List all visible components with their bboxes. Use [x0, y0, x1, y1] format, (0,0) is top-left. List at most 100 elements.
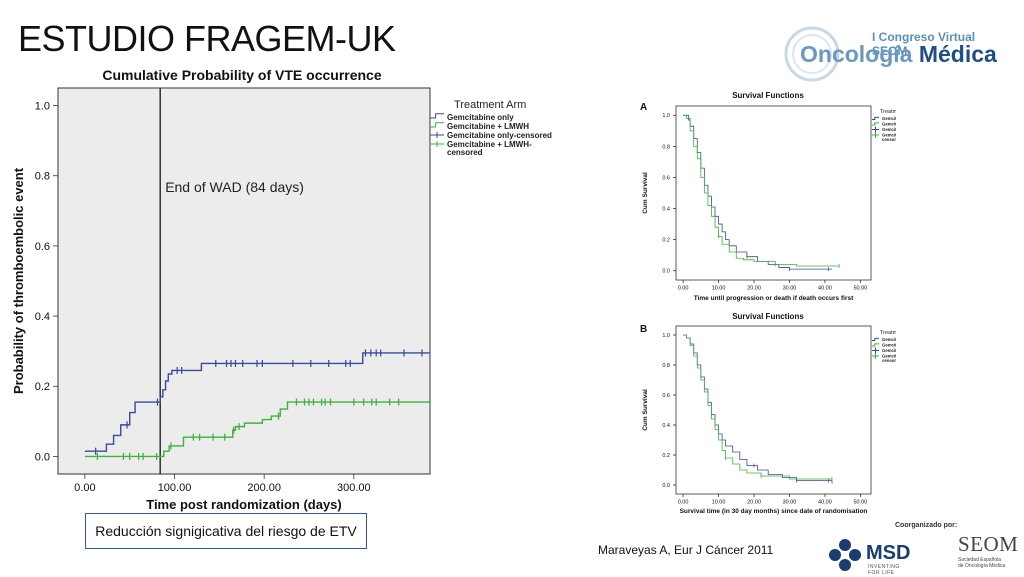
legend-title: Treatment Arm	[880, 330, 896, 336]
x-tick-label: 200.00	[247, 482, 281, 494]
legend-label-cont: censored	[882, 137, 896, 142]
legend-label: Gemcitabine only-censored	[882, 348, 896, 353]
legend-entry: Gemcitabine + LMWH-censored	[872, 132, 896, 142]
plot-area	[57, 87, 431, 475]
x-axis-label: Time post randomization (days)	[146, 497, 342, 512]
legend-label: Gemcitabine + LMWH-	[447, 140, 532, 149]
congress-logo: I Congreso Virtual SEOM Oncología Médica	[782, 24, 1012, 84]
legend-label: Gemcitabine only	[882, 337, 896, 342]
x-axis-label: Time until progression or death if death…	[694, 295, 854, 302]
y-axis-label: Probability of thromboembolic event	[11, 167, 26, 394]
y-axis-label: Cum Survival	[642, 389, 649, 431]
x-tick-label: 50.00	[853, 500, 867, 506]
legend-swatch	[872, 337, 879, 341]
legend-label: Gemcitabine only	[882, 116, 896, 121]
msd-mark-icon	[829, 539, 861, 571]
legend-swatch	[872, 343, 879, 347]
x-tick-label: 30.00	[783, 286, 797, 292]
seom-logo: SEOM Sociedad Española de Oncología Médi…	[958, 532, 1020, 569]
onco-letter: O	[800, 41, 818, 67]
msd-logo: MSD INVENTING FOR LIFE	[828, 538, 910, 577]
oncologia-medica-wordmark: Oncología Médica	[800, 41, 997, 68]
legend-entry: Gemcitabine only	[872, 116, 896, 121]
legend-label: Gemcitabine + LMWH	[447, 122, 529, 131]
legend-entry: Gemcitabine only-censored	[872, 347, 896, 354]
series-line-gem-lmwh	[84, 401, 430, 458]
legend-label: Gemcitabine + LMWH	[882, 122, 896, 127]
x-axis-label: Survival time (in 30 day months) since d…	[680, 508, 868, 515]
y-tick-label: 1.0	[662, 113, 670, 119]
y-tick-label: 0.8	[662, 363, 670, 369]
y-axis-label: Cum Survival	[642, 172, 649, 214]
y-tick-label: 1.0	[662, 333, 670, 339]
x-tick-label: 100.00	[158, 482, 192, 494]
y-tick-label: 1.0	[35, 100, 50, 112]
legend-entry: Gemcitabine + LMWH	[430, 122, 529, 131]
survival-chart-a: Survival Functions A 0.0 0.2 0.4 0.6 0.8 1.0 0.0…	[640, 91, 896, 302]
wad-annotation: End of WAD (84 days)	[165, 179, 304, 195]
coorganized-label: Coorganizado por:	[895, 522, 958, 529]
legend-entry: Gemcitabine + LMWH	[872, 343, 896, 348]
survival-chart-b: Survival Functions B 0.0 0.2 0.4 0.6 0.8 1.0 0.0…	[640, 312, 896, 515]
legend-title: Treatment Arm	[880, 109, 896, 115]
onco-prefix: ncología	[817, 41, 913, 67]
legend-label: Gemcitabine + LMWH-	[882, 354, 896, 359]
x-tick-label: 0.00	[74, 482, 95, 494]
legend-label: Gemcitabine only	[447, 113, 514, 122]
y-tick-label: 0.0	[662, 269, 670, 275]
y-tick-label: 0.2	[662, 238, 670, 244]
legend-swatch	[872, 116, 879, 120]
x-tick-label: 300.00	[337, 482, 371, 494]
x-tick-label: 30.00	[783, 500, 797, 506]
legend-entry: Gemcitabine only-censored	[430, 131, 552, 140]
legend-entry: Gemcitabine only	[872, 337, 896, 342]
chart-title: Survival Functions	[732, 91, 804, 100]
panel-label: B	[640, 324, 647, 335]
x-tick-label: 40.00	[818, 500, 832, 506]
x-tick-label: 10.00	[712, 286, 726, 292]
legend-label-cont: censored	[882, 358, 896, 363]
x-tick-label: 20.00	[747, 500, 761, 506]
y-tick-label: 0.2	[662, 453, 670, 459]
series-line-gemcitabine	[84, 352, 430, 452]
onco-word: Médica	[918, 41, 997, 67]
panel-label: A	[640, 102, 647, 113]
legend-entry: Gemcitabine only-censored	[872, 126, 896, 133]
seom-line1: Sociedad Española	[958, 557, 1002, 563]
y-tick-label: 0.4	[662, 206, 670, 212]
seom-name: SEOM	[958, 532, 1019, 556]
x-tick-label: 0.00	[678, 286, 689, 292]
plot-area	[675, 105, 872, 281]
y-tick-label: 0.0	[35, 451, 50, 463]
x-tick-label: 10.00	[712, 500, 726, 506]
vte-chart: Cumulative Probability of VTE occurrence…	[11, 67, 552, 512]
legend-label: Gemcitabine only-censored	[447, 131, 552, 140]
plot-area	[675, 325, 872, 495]
legend-label-cont: censored	[447, 148, 483, 157]
y-tick-label: 0.6	[35, 241, 50, 253]
legend-entry: Gemcitabine + LMWH	[872, 122, 896, 127]
logo-swirl-icon	[784, 26, 840, 82]
chart-title: Cumulative Probability of VTE occurrence	[102, 67, 382, 83]
y-tick-label: 0.6	[662, 393, 670, 399]
legend-label: Gemcitabine + LMWH	[882, 343, 896, 348]
x-tick-label: 0.00	[678, 500, 689, 506]
y-tick-label: 0.4	[35, 311, 50, 323]
conclusion-box: Reducción signigicativa del riesgo de ET…	[85, 513, 367, 549]
chart-title: Survival Functions	[732, 312, 804, 321]
x-tick-label: 20.00	[747, 286, 761, 292]
legend-swatch	[430, 113, 444, 119]
seom-line2: de Oncología Médica	[958, 563, 1006, 569]
series-line-gem-lmwh	[683, 334, 832, 480]
y-tick-label: 0.8	[35, 171, 50, 183]
y-tick-label: 0.2	[35, 381, 50, 393]
legend-entry: Gemcitabine only	[430, 113, 514, 122]
citation: Maraveyas A, Eur J Cáncer 2011	[598, 543, 774, 557]
y-tick-label: 0.4	[662, 423, 670, 429]
legend-label: Gemcitabine + LMWH-	[882, 133, 896, 138]
congress-name: I Congreso Virtual SEOM	[872, 30, 976, 58]
series-line-gem-lmwh	[683, 114, 840, 267]
x-tick-label: 50.00	[853, 286, 867, 292]
msd-tagline: INVENTING FOR LIFE	[868, 564, 900, 576]
legend-entry: Gemcitabine + LMWH-censored	[430, 140, 532, 157]
